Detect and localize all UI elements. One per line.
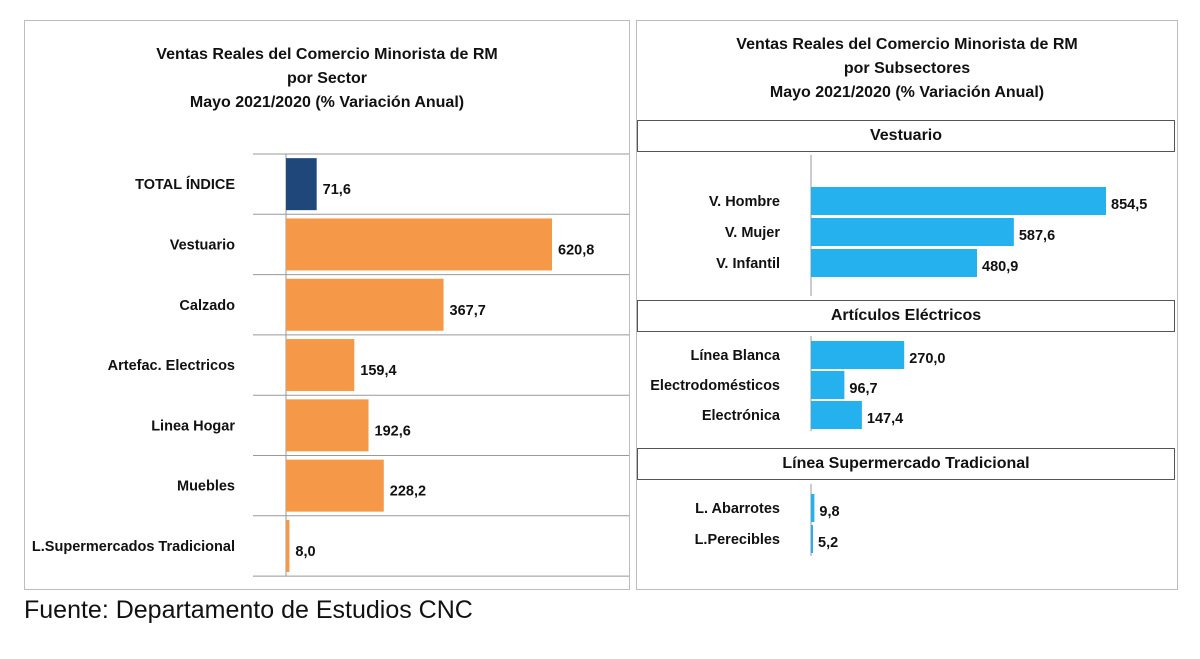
subsector-chart-title: Ventas Reales del Comercio Minorista de … <box>637 33 1177 105</box>
value-label-electrodomesticos: 96,7 <box>849 381 877 397</box>
value-label-v-mujer: 587,6 <box>1019 228 1055 244</box>
value-label-electronica: 147,4 <box>867 411 903 427</box>
category-label-l-abarrotes: L. Abarrotes <box>695 501 780 517</box>
category-label-v-mujer: V. Mujer <box>725 225 780 241</box>
bar-linea-blanca <box>811 341 905 369</box>
subsector-bar-chart: V. Hombre 854,5 V. Mujer 587,6 V. Infantil 48… <box>650 155 1147 556</box>
section-header-articulos-electricos: Artículos Eléctricos <box>637 300 1175 332</box>
category-label-vestuario: Vestuario <box>170 237 235 253</box>
value-label-muebles: 228,2 <box>390 484 426 500</box>
category-label-linea-blanca: Línea Blanca <box>691 348 781 364</box>
bar-v-hombre <box>811 187 1106 215</box>
value-label-l-supermercados-tradicional: 8,0 <box>295 544 315 560</box>
sector-chart-title: Ventas Reales del Comercio Minorista de … <box>25 43 629 115</box>
value-label-artefac-electricos: 159,4 <box>360 363 396 379</box>
sector-title-line-1: Ventas Reales del Comercio Minorista de … <box>156 46 498 63</box>
subsector-title-line-3: Mayo 2021/2020 (% Variación Anual) <box>769 84 1045 101</box>
category-label-total-indice: TOTAL ÍNDICE <box>135 176 235 193</box>
sector-chart-panel: Ventas Reales del Comercio Minorista de … <box>24 20 630 590</box>
value-label-linea-hogar: 192,6 <box>375 423 411 439</box>
category-label-electrodomesticos: Electrodomésticos <box>650 378 780 394</box>
sector-title-line-2: por Sector <box>286 70 367 87</box>
value-label-l-abarrotes: 9,8 <box>819 504 839 520</box>
category-label-linea-hogar: Linea Hogar <box>151 418 235 434</box>
bar-electronica <box>811 401 862 429</box>
bar-artefac-electricos <box>286 339 355 392</box>
section-header-vestuario: Vestuario <box>637 120 1175 152</box>
bar-electrodomesticos <box>811 371 845 399</box>
subsector-title-line-1: Ventas Reales del Comercio Minorista de … <box>736 36 1078 53</box>
category-label-calzado: Calzado <box>179 298 235 314</box>
value-label-v-hombre: 854,5 <box>1111 197 1147 213</box>
section-header-supermercado: Línea Supermercado Tradicional <box>637 448 1175 480</box>
source-note: Fuente: Departamento de Estudios CNC <box>24 596 473 624</box>
sector-title-line-3: Mayo 2021/2020 (% Variación Anual) <box>189 94 465 111</box>
subsector-chart-panel: Ventas Reales del Comercio Minorista de … <box>636 20 1178 590</box>
value-label-linea-blanca: 270,0 <box>909 351 945 367</box>
bar-vestuario <box>286 218 552 271</box>
bar-v-mujer <box>811 218 1014 246</box>
bar-v-infantil <box>811 249 978 277</box>
value-label-total-indice: 71,6 <box>323 182 351 198</box>
bar-linea-hogar <box>286 399 369 452</box>
value-label-v-infantil: 480,9 <box>982 259 1018 275</box>
category-label-muebles: Muebles <box>177 479 235 495</box>
bar-l-abarrotes <box>811 494 815 522</box>
category-label-v-infantil: V. Infantil <box>716 256 780 272</box>
category-label-artefac-electricos: Artefac. Electricos <box>108 358 235 374</box>
category-label-l-supermercados-tradicional: L.Supermercados Tradicional <box>32 539 235 555</box>
bar-muebles <box>286 459 384 512</box>
bar-total-indice <box>286 158 317 211</box>
bar-l-supermercados-tradicional <box>286 519 290 572</box>
value-label-l-perecibles: 5,2 <box>818 535 838 551</box>
bar-calzado <box>286 278 444 331</box>
category-label-l-perecibles: L.Perecibles <box>695 532 780 548</box>
category-label-electronica: Electrónica <box>702 408 781 424</box>
subsector-title-line-2: por Subsectores <box>843 60 971 77</box>
category-label-v-hombre: V. Hombre <box>709 194 780 210</box>
bar-l-perecibles <box>811 525 813 553</box>
value-label-vestuario: 620,8 <box>558 242 594 258</box>
value-label-calzado: 367,7 <box>450 303 486 319</box>
sector-bar-chart: TOTAL ÍNDICE 71,6 Vestuario 620,8 Calzado 367… <box>32 153 629 577</box>
